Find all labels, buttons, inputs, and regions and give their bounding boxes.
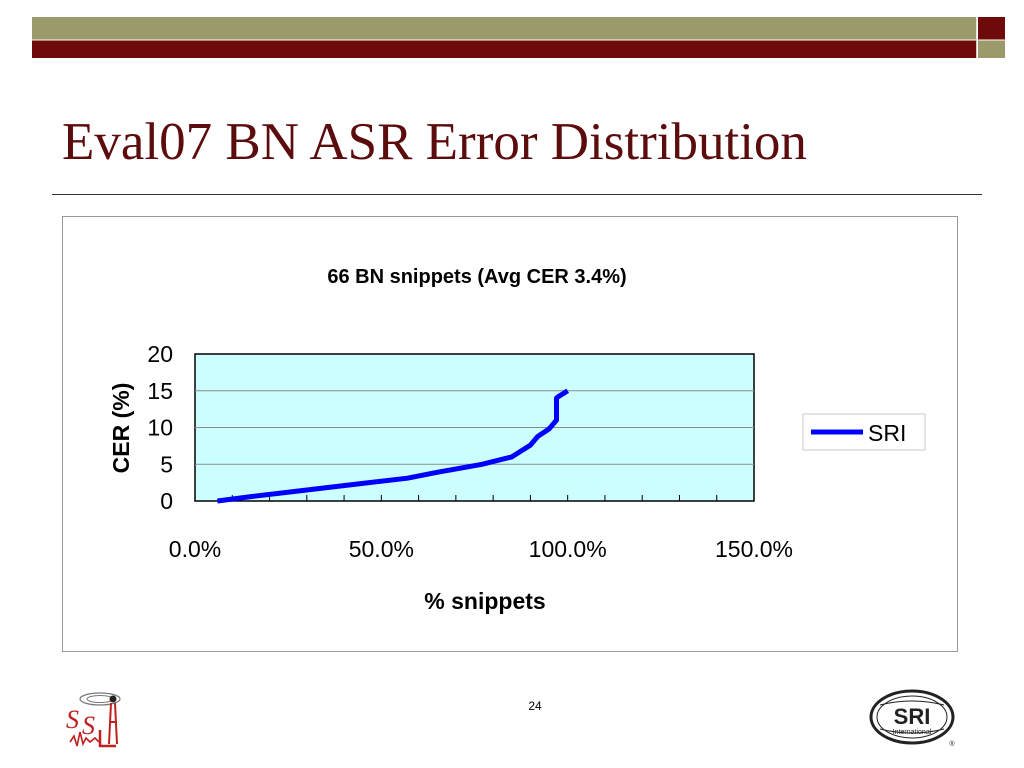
- svg-text:SRI: SRI: [894, 704, 931, 729]
- x-tick-label: 100.0%: [529, 536, 607, 562]
- series-lines: [217, 388, 570, 504]
- x-axis-tick-labels: 0.0% 50.0% 100.0% 150.0%: [169, 536, 793, 562]
- y-tick-label: 10: [147, 415, 173, 441]
- y-tick-label: 20: [147, 341, 173, 367]
- series-line-sri: [217, 388, 570, 504]
- chart-frame: 66 BN snippets (Avg CER 3.4%) 0 5 10 15 20 0…: [62, 216, 958, 652]
- y-tick-label: 5: [160, 451, 173, 477]
- y-tick-label: 0: [160, 488, 173, 514]
- header-decoration: [32, 17, 1005, 58]
- y-axis-label: CER (%): [108, 383, 134, 474]
- ssli-logo: S S: [66, 692, 121, 748]
- y-tick-label: 15: [147, 378, 173, 404]
- svg-text:S: S: [82, 711, 95, 740]
- top-corner-maroon: [978, 17, 1005, 40]
- top-bar-maroon: [32, 40, 977, 58]
- y-axis-tick-labels: 0 5 10 15 20: [147, 341, 173, 514]
- title-divider: [52, 194, 982, 195]
- legend-label-sri: SRI: [868, 420, 906, 446]
- line-chart: 66 BN snippets (Avg CER 3.4%) 0 5 10 15 20 0…: [108, 266, 926, 614]
- legend: SRI: [802, 413, 926, 451]
- x-tick-label: 0.0%: [169, 536, 221, 562]
- x-tick-label: 50.0%: [349, 536, 414, 562]
- page-number: 24: [528, 699, 542, 713]
- sri-international-logo: SRI International ®: [869, 689, 955, 748]
- x-tick-label: 150.0%: [715, 536, 793, 562]
- chart-title: 66 BN snippets (Avg CER 3.4%): [327, 266, 626, 288]
- top-corner-olive: [978, 40, 1005, 58]
- svg-text:®: ®: [949, 740, 955, 748]
- top-bar-olive: [32, 17, 977, 40]
- slide-title: Eval07 BN ASR Error Distribution: [62, 113, 807, 171]
- x-axis-label: % snippets: [424, 588, 545, 614]
- svg-text:S: S: [66, 705, 79, 734]
- svg-text:International: International: [893, 729, 932, 736]
